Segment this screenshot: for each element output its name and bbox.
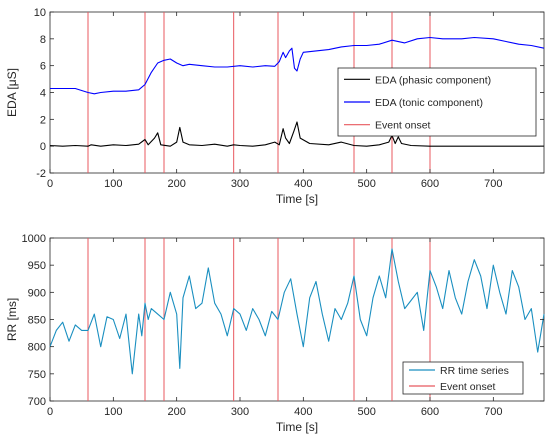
y-tick-label: 10: [34, 7, 46, 19]
eda-series-group: [49, 36, 545, 147]
rr-series-group: [49, 248, 545, 375]
y-tick-label: 700: [28, 396, 46, 408]
y-tick-label: 6: [40, 61, 46, 73]
y-tick-label: -2: [36, 168, 46, 180]
y-tick-label: 800: [28, 342, 46, 354]
eda-legend: EDA (phasic component) EDA (tonic compone…: [337, 67, 537, 137]
x-tick-label: 0: [47, 406, 53, 418]
x-tick-label: 400: [294, 178, 312, 190]
y-tick-label: 950: [28, 260, 46, 272]
rr-event-lines: [87, 238, 431, 401]
eda-x-ticks: 0 100 200 300 400 500 600 700: [47, 12, 503, 190]
x-tick-label: 600: [421, 178, 439, 190]
rr-legend: RR time series Event onset: [402, 361, 524, 395]
x-tick-label: 700: [484, 406, 502, 418]
legend-box: [337, 67, 537, 137]
legend-box: [402, 361, 524, 395]
x-tick-label: 600: [421, 406, 439, 418]
rr-x-axis-label: Time [s]: [276, 420, 318, 434]
series-line-eda-phasic: [49, 121, 544, 147]
x-tick-label: 200: [167, 178, 185, 190]
y-tick-label: 0: [40, 141, 46, 153]
legend-entry-label: RR time series: [440, 365, 509, 377]
y-tick-label: 4: [40, 88, 46, 100]
eda-y-axis-label: EDA [μS]: [5, 68, 19, 117]
y-tick-label: 850: [28, 315, 46, 327]
legend-entry-label: Event onset: [440, 381, 496, 393]
series-line-eda-tonic: [50, 36, 545, 95]
x-tick-label: 100: [104, 178, 122, 190]
y-tick-label: 750: [28, 369, 46, 381]
x-tick-label: 100: [104, 406, 122, 418]
y-tick-label: 2: [40, 114, 46, 126]
x-tick-label: 200: [167, 406, 185, 418]
eda-x-axis-label: Time [s]: [276, 192, 318, 206]
eda-y-ticks: -2 0 2 4 6 8 10: [34, 7, 544, 180]
x-tick-label: 500: [357, 178, 375, 190]
x-tick-label: 0: [47, 178, 53, 190]
legend-entry-label: Event onset: [375, 120, 431, 132]
y-tick-label: 900: [28, 287, 46, 299]
y-tick-label: 8: [40, 34, 46, 46]
rr-chart: 0 100 200 300 400 500 600 700 700 750 800 850 900 95…: [5, 233, 545, 434]
x-tick-label: 500: [357, 406, 375, 418]
x-tick-label: 700: [484, 178, 502, 190]
rr-x-ticks: 0 100 200 300 400 500 600 700: [47, 238, 503, 418]
x-tick-label: 400: [294, 406, 312, 418]
series-line-rr: [49, 248, 545, 375]
rr-y-axis-label: RR [ms]: [5, 298, 19, 341]
legend-entry-label: EDA (phasic component): [375, 74, 491, 86]
rr-y-ticks: 700 750 800 850 900 950 1000: [22, 233, 544, 408]
x-tick-label: 300: [231, 178, 249, 190]
x-tick-label: 300: [231, 406, 249, 418]
legend-entry-label: EDA (tonic component): [375, 97, 483, 109]
y-tick-label: 1000: [22, 233, 46, 245]
